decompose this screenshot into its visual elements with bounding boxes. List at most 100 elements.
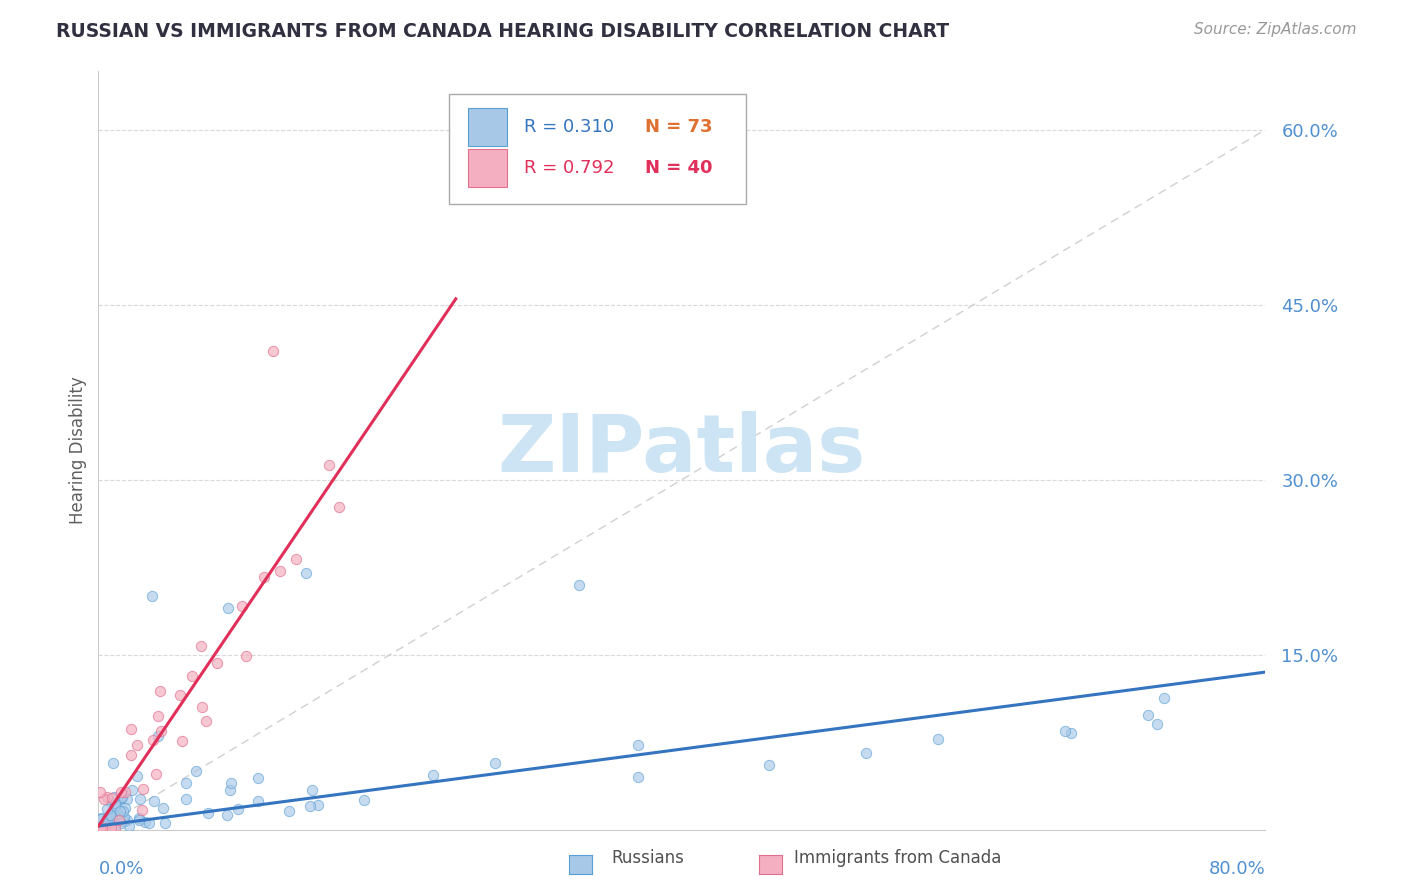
Point	[110, 804, 132, 818]
Point	[484, 756, 506, 770]
Point	[627, 738, 650, 752]
Point	[110, 785, 132, 799]
Point	[153, 816, 176, 830]
Point	[104, 822, 127, 836]
Point	[117, 792, 139, 806]
Point	[1054, 724, 1077, 739]
Bar	[468, 108, 508, 145]
Point	[110, 815, 132, 830]
Point	[855, 746, 877, 760]
Point	[89, 822, 111, 836]
Point	[118, 819, 141, 833]
Point	[568, 577, 591, 591]
Point	[93, 791, 115, 805]
Text: Russians: Russians	[612, 849, 685, 867]
Point	[142, 793, 165, 807]
Y-axis label: Hearing Disability: Hearing Disability	[69, 376, 87, 524]
Point	[328, 500, 350, 515]
Point	[96, 812, 118, 826]
Point	[190, 640, 212, 654]
Point	[262, 344, 284, 359]
Point	[108, 809, 131, 823]
Point	[96, 802, 118, 816]
Point	[134, 815, 156, 830]
Point	[149, 724, 172, 739]
Point	[284, 552, 307, 566]
Point	[89, 785, 111, 799]
Point	[141, 589, 163, 603]
Point	[90, 822, 112, 836]
Point	[114, 784, 136, 798]
Point	[269, 564, 291, 578]
Point	[104, 808, 127, 822]
Point	[120, 722, 142, 736]
Text: ZIPatlas: ZIPatlas	[498, 411, 866, 490]
Point	[184, 764, 207, 779]
Point	[128, 813, 150, 827]
Point	[1153, 691, 1175, 706]
Point	[131, 803, 153, 817]
Text: Immigrants from Canada: Immigrants from Canada	[794, 849, 1001, 867]
Point	[108, 814, 131, 828]
Point	[205, 656, 228, 670]
Point	[152, 801, 174, 815]
Text: N = 73: N = 73	[644, 118, 711, 136]
Point	[111, 790, 134, 805]
Point	[110, 791, 132, 805]
Point	[110, 792, 132, 806]
Point	[98, 812, 121, 826]
Point	[191, 700, 214, 714]
Point	[120, 748, 142, 763]
Point	[149, 683, 172, 698]
Text: RUSSIAN VS IMMIGRANTS FROM CANADA HEARING DISABILITY CORRELATION CHART: RUSSIAN VS IMMIGRANTS FROM CANADA HEARIN…	[56, 22, 949, 41]
Point	[217, 601, 239, 615]
Text: Source: ZipAtlas.com: Source: ZipAtlas.com	[1194, 22, 1357, 37]
Point	[217, 807, 239, 822]
Point	[298, 799, 321, 814]
Point	[90, 812, 112, 826]
Point	[146, 729, 169, 743]
FancyBboxPatch shape	[449, 95, 747, 204]
Point	[247, 771, 270, 785]
Point	[100, 822, 122, 836]
Point	[174, 792, 197, 806]
Point	[104, 818, 127, 832]
Point	[277, 804, 299, 818]
Point	[103, 790, 125, 805]
Point	[219, 783, 242, 797]
Point	[132, 782, 155, 797]
Text: R = 0.792: R = 0.792	[524, 160, 614, 178]
Point	[100, 795, 122, 809]
Point	[422, 768, 444, 782]
Point	[104, 798, 127, 813]
Point	[89, 822, 111, 836]
Point	[219, 776, 242, 790]
Point	[145, 767, 167, 781]
Point	[98, 807, 121, 822]
Point	[101, 810, 124, 824]
Point	[101, 791, 124, 805]
Text: R = 0.310: R = 0.310	[524, 118, 614, 136]
Point	[295, 566, 318, 580]
Point	[758, 757, 780, 772]
Point	[103, 756, 125, 771]
Point	[112, 804, 135, 818]
Point	[170, 734, 193, 748]
Point	[226, 802, 249, 816]
Point	[138, 816, 160, 830]
Text: N = 40: N = 40	[644, 160, 711, 178]
Point	[246, 794, 269, 808]
Point	[197, 806, 219, 821]
Point	[318, 458, 340, 472]
Point	[627, 770, 650, 784]
Point	[97, 810, 120, 824]
Point	[307, 798, 329, 813]
Point	[174, 776, 197, 790]
Point	[1146, 717, 1168, 731]
Point	[127, 738, 149, 752]
Point	[231, 599, 253, 614]
Point	[114, 801, 136, 815]
Point	[1060, 726, 1083, 740]
Bar	[468, 150, 508, 187]
Point	[128, 792, 150, 806]
